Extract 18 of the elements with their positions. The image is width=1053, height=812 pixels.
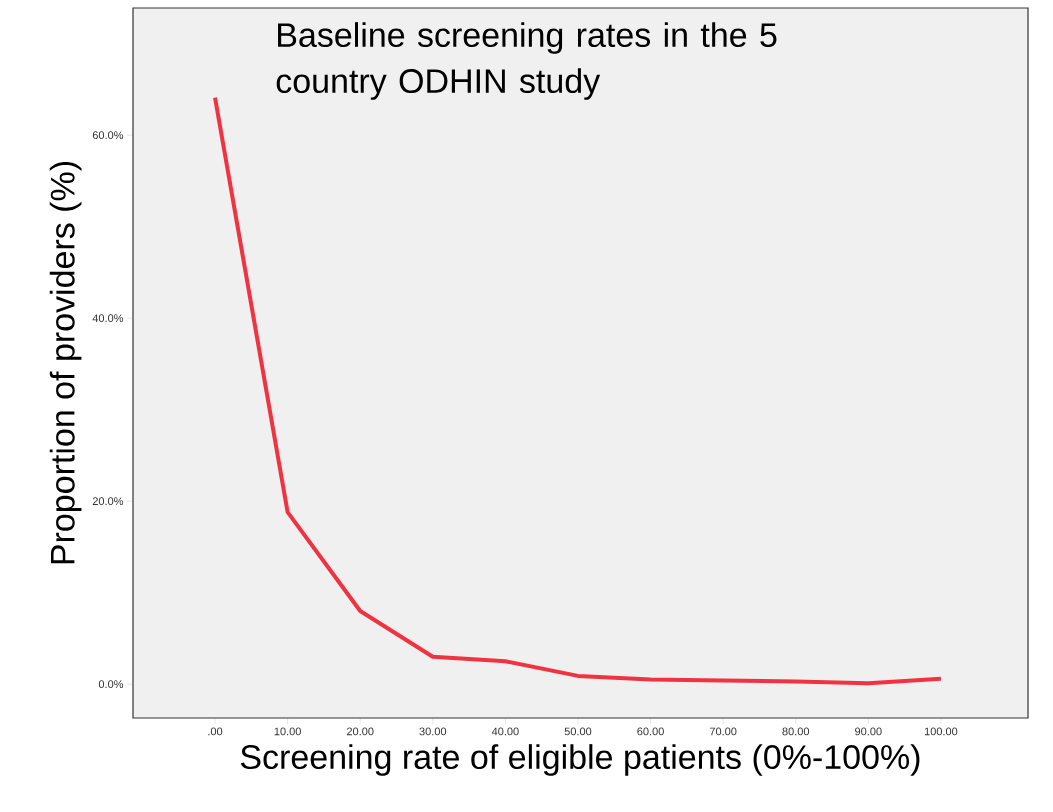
y-tick-label: 60.0% (92, 131, 124, 140)
y-axis-title: Proportion of providers (%) (49, 162, 82, 564)
x-tick-label: 20.00 (346, 727, 374, 736)
y-tick-label: 40.0% (92, 314, 124, 323)
y-tick-label: 20.0% (92, 497, 124, 506)
x-tick-label: 50.00 (564, 727, 592, 736)
x-tick-label: 60.00 (637, 727, 664, 736)
x-tick-label: 80.00 (782, 727, 810, 736)
x-tick-label: 100.00 (924, 727, 958, 736)
x-tick-label: 40.00 (491, 727, 519, 736)
x-tick-label: 10.00 (274, 727, 301, 736)
y-tick-label: 0.0% (98, 680, 124, 689)
annotation: Baseline screening rates in the 5 country ODHIN study (276, 22, 777, 100)
x-tick-label: .00 (208, 727, 223, 736)
x-axis-title: Screening rate of eligible patients (0%-100%) (240, 744, 920, 776)
x-tick-label: 30.00 (419, 727, 447, 736)
x-tick-label: 70.00 (709, 727, 737, 736)
x-tick-label: 90.00 (855, 727, 882, 736)
